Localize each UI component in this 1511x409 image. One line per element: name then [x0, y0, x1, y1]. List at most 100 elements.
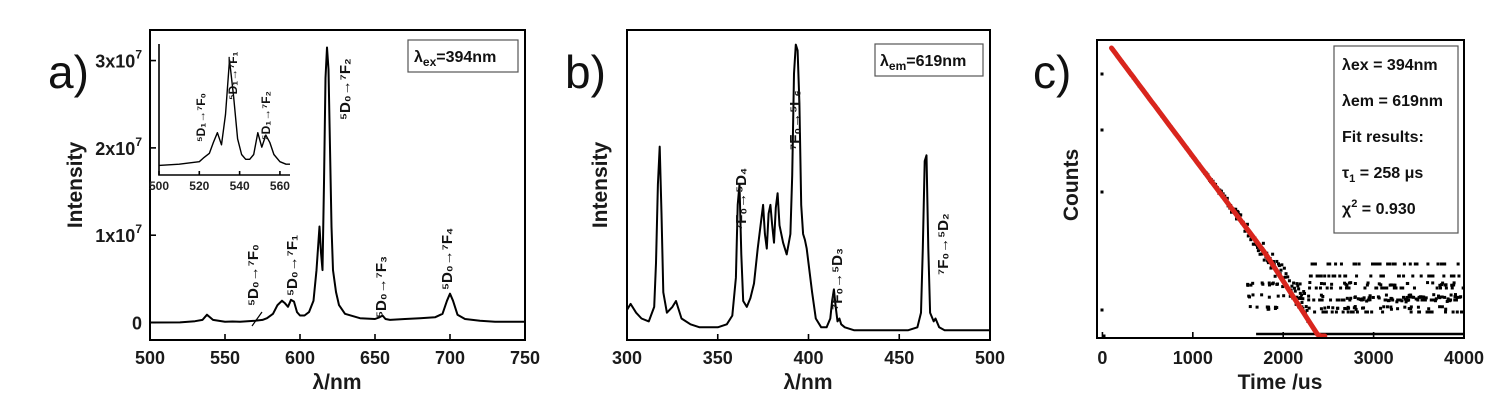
panel-b-annotation-3: ⁷F₀→⁵D₂: [935, 213, 952, 275]
panel-c-data-point: [1404, 300, 1408, 304]
panel-a-x-tick-label: 650: [360, 348, 390, 368]
panel-c-data-point: [1346, 310, 1350, 314]
panel-c-data-point: [1406, 281, 1410, 285]
panel-c-data-point: [1438, 295, 1442, 299]
panel-c-data-point: [1341, 310, 1345, 314]
panel-c-data-point: [1392, 286, 1396, 290]
panel-a-annotation-1: ⁵D₀→⁷F₁: [284, 235, 301, 296]
panel-c-data-point: [1366, 281, 1370, 285]
panel-c-data-point: [1438, 305, 1442, 309]
panel-c-data-point: [1255, 305, 1259, 309]
panel-c-data-point: [1323, 306, 1327, 310]
panel-c-data-point: [1343, 306, 1347, 310]
panel-c-data-point: [1357, 262, 1361, 266]
panel-c-data-point: [1323, 274, 1327, 278]
panel-c-data-point: [1239, 213, 1243, 217]
panel-c-data-point: [1295, 282, 1299, 286]
panel-c-data-point: [1438, 283, 1442, 287]
panel-c-data-point: [1307, 294, 1311, 298]
panel-a-y-tick-label: 1x107: [95, 222, 142, 246]
panel-b-legend: λem=619nm: [880, 53, 966, 73]
panel-c-data-point: [1290, 284, 1294, 288]
panel-a-plot-frame: [149, 29, 526, 341]
panel-c-data-point: [1326, 305, 1330, 309]
panel-c-data-point: [1282, 266, 1286, 270]
panel-c-data-point: [1318, 298, 1322, 302]
panel-c-data-point: [1366, 298, 1370, 302]
panel-c-data-point: [1450, 286, 1454, 290]
panel-c-data-point: [1386, 262, 1390, 266]
panel-c-legend-line: λem = 619nm: [1342, 93, 1443, 110]
panel-c-data-point: [1403, 305, 1407, 309]
panel-c-data-point: [1429, 298, 1433, 302]
panel-c-data-point: [1412, 286, 1416, 290]
panel-c-plot-frame: [1096, 39, 1465, 339]
panel-c-data-point: [1301, 297, 1305, 301]
panel-b-y-axis-label: Intensity: [589, 142, 612, 229]
panel-c-data-point: [1453, 293, 1457, 297]
panel-a-label: a): [48, 46, 89, 98]
panel-c-data-point: [1275, 282, 1279, 286]
panel-c-data-point: [1337, 298, 1341, 302]
panel-c-data-point: [1267, 281, 1271, 285]
panel-c-data-point: [1377, 296, 1381, 300]
panel-c-data-point: [1251, 293, 1255, 297]
panel-c-data-point: [1409, 310, 1413, 314]
panel-c-data-point: [1454, 298, 1458, 302]
panel-c-legend-line: χ2 = 0.930: [1342, 198, 1416, 218]
panel-c-data-point: [1317, 274, 1321, 278]
panel-c-data-point: [1283, 275, 1287, 279]
panel-a-y-axis-label: Intensity: [64, 142, 87, 229]
panel-c-y-axis-label: Counts: [1060, 149, 1083, 221]
panel-c-data-point: [1297, 287, 1301, 291]
panel-c-data-point: [1304, 305, 1308, 309]
panel-c-data-point: [1379, 283, 1383, 287]
panel-c-data-point: [1296, 284, 1300, 288]
panel-a-chart: a) 500 550 600 650 700 750 0 1x107 2x107 3x107 λ…: [48, 29, 540, 394]
panel-c-data-point: [1426, 281, 1430, 285]
panel-b-excitation-series: [626, 43, 990, 332]
panel-c-data-point: [1347, 306, 1351, 310]
panel-c-data-point: [1459, 295, 1463, 299]
panel-c-data-point: [1442, 274, 1446, 278]
panel-b-x-tick-label: 400: [793, 348, 823, 368]
panel-c-data-point: [1313, 262, 1317, 266]
panel-c-data-point: [1444, 307, 1448, 311]
panel-c-data-point: [1353, 282, 1357, 286]
panel-c-legend: λex = 394nm λem = 619nm Fit results: τ1 = 2…: [1342, 57, 1443, 218]
panel-a-inset-x-tick-label: 520: [189, 179, 209, 193]
panel-c-data-point: [1407, 298, 1411, 302]
panel-b-legend-value: =619nm: [906, 53, 966, 70]
panel-c-data-point: [1320, 298, 1324, 302]
panel-c-data-point: [1307, 298, 1311, 302]
panel-c-data-point: [1300, 293, 1304, 297]
panel-c-data-point: [1352, 262, 1356, 266]
panel-c-data-point: [1402, 274, 1406, 278]
panel-c-data-point: [1368, 298, 1372, 302]
panel-c-data-point: [1413, 262, 1417, 266]
panel-c-data-point: [1305, 308, 1309, 312]
panel-c-data-point: [1318, 286, 1322, 290]
panel-c-data-point: [1399, 286, 1403, 290]
panel-c-data-point: [1331, 306, 1335, 310]
panel-a-inset-x-tick-label: 560: [270, 179, 290, 193]
panel-c-data-point: [1384, 293, 1388, 297]
panel-a-x-tick-label: 700: [435, 348, 465, 368]
panel-c-data-point: [1433, 299, 1437, 303]
panel-c-data-point: [1451, 310, 1455, 314]
panel-c-data-point: [1271, 281, 1275, 285]
panel-c-data-point: [1330, 282, 1334, 286]
panel-c-data-point: [1329, 286, 1333, 290]
panel-c-data-point: [1344, 286, 1348, 290]
panel-c-data-point: [1267, 305, 1271, 309]
panel-c-data-point: [1398, 298, 1402, 302]
panel-c-data-point: [1422, 295, 1426, 299]
panel-c-data-point: [1307, 306, 1311, 310]
panel-c-data-point: [1440, 295, 1444, 299]
panel-c-legend-line: λex = 394nm: [1342, 57, 1438, 74]
panel-c-data-point: [1423, 298, 1427, 302]
panel-c-data-point: [1411, 274, 1415, 278]
panel-c-data-point: [1430, 310, 1434, 314]
panel-c-data-point: [1460, 310, 1464, 314]
panel-a-x-tick-label: 600: [285, 348, 315, 368]
